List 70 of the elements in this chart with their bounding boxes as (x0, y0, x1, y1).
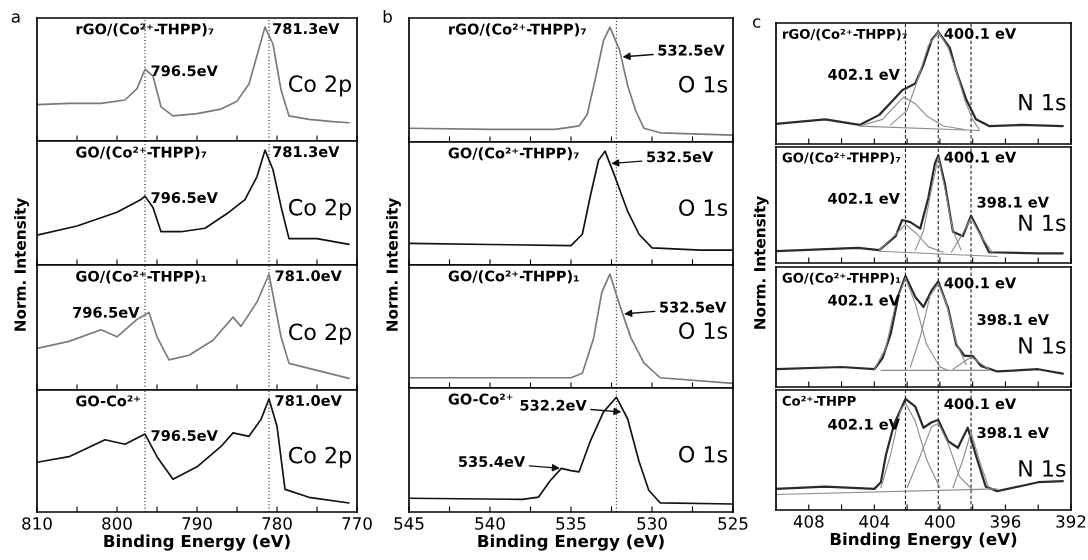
chart-title: rGO/(Co²⁺-THPP)₇ (783, 28, 907, 41)
annotation: 796.5eV (151, 65, 218, 77)
x-tick-label: 400 (924, 515, 955, 528)
annotation: 796.5eV (73, 306, 140, 318)
annotation: 532.5eV (647, 151, 714, 163)
annotation: 400.1 eV (944, 27, 1017, 39)
x-tick-label: 408 (793, 515, 824, 528)
annotation: O 1s (679, 199, 728, 217)
chart-title: GO/(Co²⁺-THPP)₇ (448, 147, 579, 161)
x-axis-title: Binding Energy (eV) (830, 532, 1017, 549)
x-tick-label: 790 (182, 517, 212, 530)
chart-title: GO/(Co²⁺-THPP)₇ (76, 146, 207, 160)
x-tick-label: 404 (859, 515, 890, 528)
x-tick-label: 770 (342, 517, 372, 530)
annotation: N 1s (1019, 214, 1066, 232)
chart-title: rGO/(Co²⁺-THPP)₇ (449, 23, 586, 37)
x-tick-label: 392 (1056, 515, 1086, 528)
y-axis-title: Norm. Intensity (753, 196, 769, 329)
x-tick-label: 396 (990, 515, 1021, 528)
chart-title: GO/(Co²⁺-THPP)₁ (448, 270, 579, 284)
annotation: 796.5eV (151, 430, 218, 442)
chart-subtitle: c (753, 18, 761, 28)
annotation: O 1s (679, 322, 728, 340)
annotation: 532.2eV (520, 399, 587, 411)
annotation: 398.1 eV (977, 196, 1049, 208)
annotation: Co 2p (289, 323, 351, 345)
annotation: Co 2p (289, 446, 351, 468)
annotation: N 1s (1019, 460, 1066, 477)
y-axis-title: Norm. Intensity (385, 198, 401, 331)
y-axis-title: Norm. Intensity (14, 198, 29, 331)
chart-title: GO-Co²⁺ (76, 395, 140, 407)
x-tick-label: 780 (262, 517, 292, 530)
chart-title: GO/(Co²⁺-THPP)₁ (782, 272, 901, 285)
chart-title: rGO/(Co²⁺-THPP)₇ (76, 23, 214, 37)
annotation: 781.3eV (273, 23, 340, 35)
annotation: 532.5eV (658, 44, 725, 56)
x-tick-label: 810 (22, 517, 52, 530)
chart-subtitle: a (11, 13, 20, 23)
chart-title: GO/(Co²⁺-THPP)₁ (76, 270, 207, 284)
chart-title: GO/(Co²⁺-THPP)₇ (782, 152, 901, 164)
annotation: 535.4eV (458, 456, 526, 468)
x-axis-title: Binding Energy (eV) (478, 534, 664, 551)
annotation: 400.1 eV (944, 277, 1017, 289)
annotation: Co 2p (289, 75, 351, 97)
annotation: 532.5eV (660, 301, 727, 313)
annotation: N 1s (1019, 94, 1066, 111)
annotation: 402.1 eV (828, 68, 900, 80)
x-tick-label: 535 (556, 517, 586, 530)
annotation: 400.1 eV (944, 398, 1017, 410)
x-tick-label: 800 (102, 517, 132, 530)
annotation: 781.3eV (273, 146, 340, 158)
chart-title: GO-Co²⁺ (448, 393, 513, 405)
annotation: 402.1 eV (828, 192, 900, 204)
annotation: 796.5eV (151, 192, 218, 204)
annotation: 398.1 eV (977, 427, 1049, 439)
x-tick-label: 545 (394, 517, 424, 530)
annotation: O 1s (679, 75, 728, 93)
x-tick-label: 540 (475, 517, 505, 530)
chart-subtitle: b (383, 9, 392, 23)
x-tick-label: 530 (637, 517, 667, 530)
annotation: 400.1 eV (944, 151, 1017, 163)
x-axis-title: Binding Energy (eV) (104, 534, 290, 551)
annotation: O 1s (679, 445, 728, 463)
annotation: 398.1 eV (977, 314, 1049, 326)
annotation: 781.0eV (275, 395, 342, 407)
annotation: 781.0eV (275, 270, 342, 282)
annotation: N 1s (1019, 337, 1066, 354)
chart-title: Co²⁺-THPP (782, 395, 856, 406)
x-tick-label: 525 (718, 517, 748, 530)
annotation: Co 2p (289, 198, 351, 220)
